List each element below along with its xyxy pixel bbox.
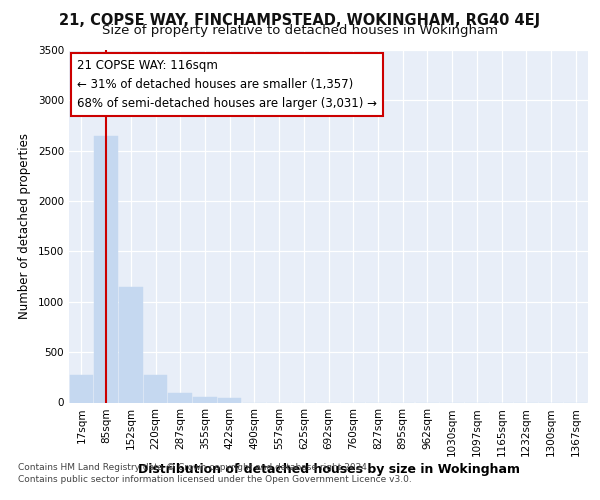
Y-axis label: Number of detached properties: Number of detached properties xyxy=(18,133,31,320)
Bar xyxy=(70,375,93,402)
Text: Size of property relative to detached houses in Wokingham: Size of property relative to detached ho… xyxy=(102,24,498,37)
Text: 21 COPSE WAY: 116sqm
← 31% of detached houses are smaller (1,357)
68% of semi-de: 21 COPSE WAY: 116sqm ← 31% of detached h… xyxy=(77,59,377,110)
Text: Contains public sector information licensed under the Open Government Licence v3: Contains public sector information licen… xyxy=(18,475,412,484)
Text: Contains HM Land Registry data © Crown copyright and database right 2024.: Contains HM Land Registry data © Crown c… xyxy=(18,464,370,472)
Bar xyxy=(144,375,167,402)
Bar xyxy=(169,394,192,402)
Text: 21, COPSE WAY, FINCHAMPSTEAD, WOKINGHAM, RG40 4EJ: 21, COPSE WAY, FINCHAMPSTEAD, WOKINGHAM,… xyxy=(59,12,541,28)
Bar xyxy=(193,397,217,402)
Bar xyxy=(119,286,143,403)
Bar xyxy=(218,398,241,402)
Bar xyxy=(94,136,118,402)
X-axis label: Distribution of detached houses by size in Wokingham: Distribution of detached houses by size … xyxy=(137,463,520,476)
